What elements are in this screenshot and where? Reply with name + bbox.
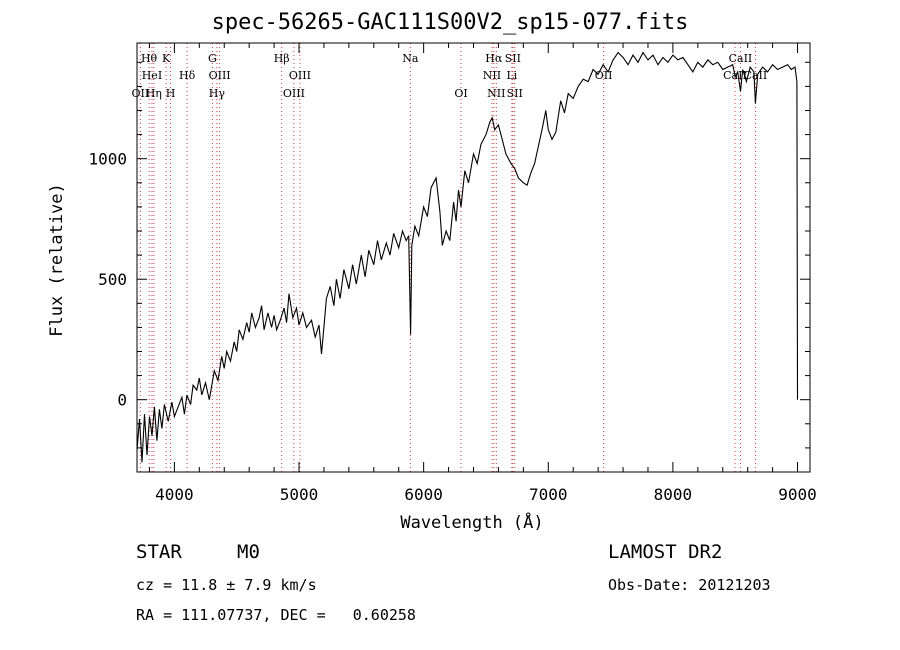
line-label-9: Hγ: [209, 87, 226, 100]
x-tick-label-0: 4000: [155, 485, 194, 504]
line-label-8: OIII: [209, 69, 231, 82]
line-label-18: Li: [506, 69, 517, 82]
line-label-23: CaII: [729, 52, 753, 65]
object-subclass: M0: [237, 541, 260, 563]
line-label-0: Hθ: [141, 52, 158, 65]
line-label-24: CaII: [744, 69, 768, 82]
line-label-10: Hβ: [274, 52, 290, 65]
line-label-11: OIII: [283, 87, 305, 100]
x-axis-ticks: 4000 5000 6000 7000 8000 9000: [148, 43, 817, 504]
line-label-20: SII: [507, 87, 523, 100]
line-label-4: K: [162, 52, 171, 65]
y-axis-label: Flux (relative): [47, 183, 67, 337]
line-label-13: Na: [402, 52, 419, 65]
x-axis-label: Wavelength (Å): [400, 511, 543, 533]
redshift-text: cz = 11.8 ± 7.9 km/s: [136, 576, 317, 594]
line-label-15: NII: [483, 69, 501, 82]
line-label-16: Hα: [485, 52, 503, 65]
object-class: STAR: [136, 541, 182, 563]
line-label-6: Hδ: [179, 69, 196, 82]
spectrum-series: [136, 51, 799, 463]
spectral-line-labels: HθHeIOIIHηKHHδGOIIIHγHβOIIIOIIINaOINIIHα…: [132, 52, 768, 100]
y-tick-label-2: 1000: [88, 150, 127, 169]
y-axis-ticks: 0 500 1000: [88, 61, 810, 473]
y-tick-label-0: 0: [117, 391, 127, 410]
chart-title: spec-56265-GAC111S00V2_sp15-077.fits: [211, 10, 689, 35]
survey-name: LAMOST DR2: [608, 541, 723, 563]
line-label-19: SII: [505, 52, 521, 65]
line-label-14: OI: [454, 87, 467, 100]
line-label-1: HeI: [142, 69, 162, 82]
line-label-21: OII: [595, 69, 613, 82]
line-label-5: H: [166, 87, 176, 100]
coordinates-text: RA = 111.07737, DEC = 0.60258: [136, 606, 416, 624]
observation-date: Obs-Date: 20121203: [608, 576, 771, 594]
x-tick-label-4: 8000: [654, 485, 693, 504]
x-tick-label-5: 9000: [778, 485, 817, 504]
plot-frame: [136, 42, 811, 473]
y-tick-label-1: 500: [98, 270, 127, 289]
x-tick-label-3: 7000: [529, 485, 568, 504]
x-tick-label-2: 6000: [404, 485, 443, 504]
spectral-line-markers: [139, 43, 756, 472]
line-label-17: NII: [487, 87, 505, 100]
line-label-7: G: [208, 52, 217, 65]
line-label-2: OII: [132, 87, 150, 100]
line-label-3: Hη: [146, 87, 162, 100]
x-tick-label-1: 5000: [280, 485, 319, 504]
line-label-12: OIII: [289, 69, 311, 82]
